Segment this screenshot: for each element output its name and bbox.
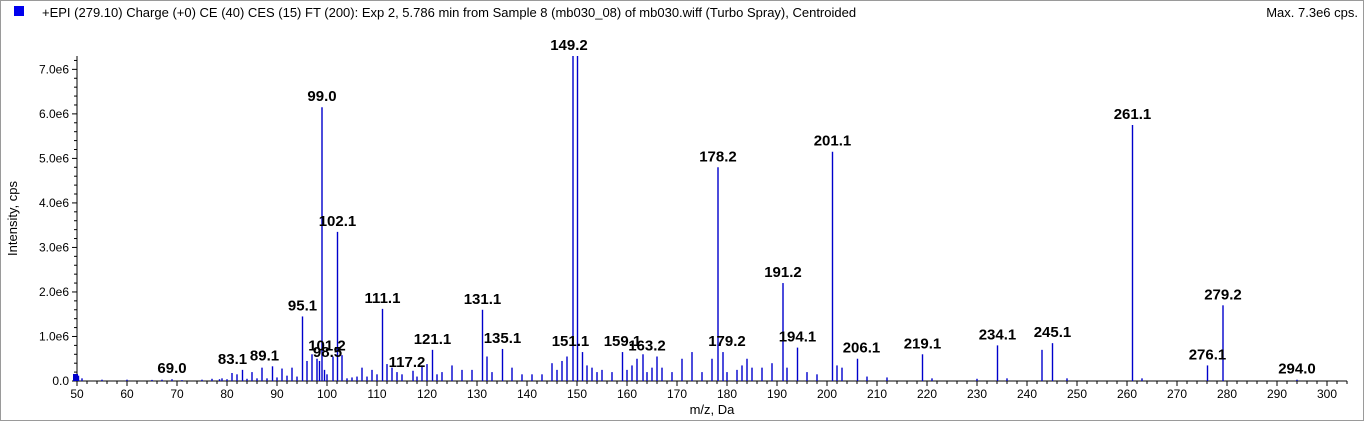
x-tick-label: 80 xyxy=(220,387,234,401)
peaks-layer xyxy=(73,56,1298,381)
peak-label: 201.1 xyxy=(814,133,852,150)
y-tick-label: 3.0e6 xyxy=(39,240,69,254)
peak-label: 276.1 xyxy=(1189,346,1227,363)
peak-label: 163.2 xyxy=(628,337,666,354)
x-tick-label: 260 xyxy=(1117,387,1137,401)
x-tick-label: 70 xyxy=(170,387,184,401)
x-tick-label: 270 xyxy=(1167,387,1187,401)
x-tick-label: 90 xyxy=(270,387,284,401)
peak-label: 83.1 xyxy=(218,351,247,368)
y-tick-label: 0.0 xyxy=(52,374,69,388)
peak-label: 261.1 xyxy=(1114,106,1152,123)
x-tick-label: 60 xyxy=(120,387,134,401)
peak-label: 98.5 xyxy=(313,344,342,361)
x-tick-label: 170 xyxy=(667,387,687,401)
peak-label: 95.1 xyxy=(288,297,317,314)
peak-label: 245.1 xyxy=(1034,324,1072,341)
peak-label: 294.0 xyxy=(1278,361,1316,378)
peak-label: 69.0 xyxy=(157,360,186,377)
x-tick-label: 200 xyxy=(817,387,837,401)
peak-label: 135.1 xyxy=(484,330,522,347)
peak-label: 178.2 xyxy=(699,148,737,165)
x-tick-label: 220 xyxy=(917,387,937,401)
series-swatch[interactable] xyxy=(14,6,24,16)
peak-label: 219.1 xyxy=(904,335,942,352)
y-tick-label: 6.0e6 xyxy=(39,107,69,121)
peak-label: 191.2 xyxy=(764,264,802,281)
y-axis-label: Intensity, cps xyxy=(5,181,20,256)
max-intensity-label: Max. 7.3e6 cps. xyxy=(1266,5,1358,20)
origin-marker xyxy=(73,374,78,381)
x-tick-label: 290 xyxy=(1267,387,1287,401)
peak-label: 234.1 xyxy=(979,326,1017,343)
y-tick-label: 7.0e6 xyxy=(39,62,69,76)
x-tick-label: 250 xyxy=(1067,387,1087,401)
x-tick-label: 240 xyxy=(1017,387,1037,401)
peak-label: 117.2 xyxy=(389,354,426,371)
spectrum-title: +EPI (279.10) Charge (+0) CE (40) CES (1… xyxy=(42,5,857,20)
peak-label: 159.1 xyxy=(604,333,642,350)
peak-label: 111.1 xyxy=(365,290,401,307)
x-tick-label: 130 xyxy=(467,387,487,401)
y-tick-label: 1.0e6 xyxy=(39,329,69,343)
y-tick-label: 2.0e6 xyxy=(39,285,69,299)
x-tick-label: 190 xyxy=(767,387,787,401)
peak-label: 179.2 xyxy=(708,333,746,350)
y-tick-label: 4.0e6 xyxy=(39,196,69,210)
peak-label: 102.1 xyxy=(319,213,357,230)
peak-label: 89.1 xyxy=(250,347,279,364)
peak-labels-layer: 69.0 83.1 89.1 95.1 99.0 101.298.5 102.1 111.1 1… xyxy=(157,37,1315,378)
peak-label: 101.2 xyxy=(308,338,346,355)
peak-label: 121.1 xyxy=(414,331,452,348)
peak-label: 194.1 xyxy=(779,329,817,346)
x-tick-label: 150 xyxy=(567,387,587,401)
x-tick-label: 180 xyxy=(717,387,737,401)
spectrum-header: +EPI (279.10) Charge (+0) CE (40) CES (1… xyxy=(0,0,1364,26)
x-tick-label: 100 xyxy=(317,387,337,401)
peak-label: 151.1 xyxy=(552,333,590,350)
peak-label: 279.2 xyxy=(1204,286,1242,303)
peak-label: 149.2 xyxy=(550,37,588,54)
x-tick-label: 50 xyxy=(70,387,84,401)
x-tick-label: 110 xyxy=(367,387,386,401)
peak-label: 206.1 xyxy=(843,340,881,357)
peak-label: 131.1 xyxy=(464,291,502,308)
x-tick-label: 140 xyxy=(517,387,537,401)
peak-label: 99.0 xyxy=(307,88,336,105)
x-tick-label: 300 xyxy=(1317,387,1337,401)
y-tick-label: 5.0e6 xyxy=(39,151,69,165)
x-tick-label: 120 xyxy=(417,387,437,401)
x-tick-label: 160 xyxy=(617,387,637,401)
x-tick-label: 210 xyxy=(867,387,887,401)
axes-layer: 50 60 70 80 90 100 110 120 130 140 150 160 170 180 190… xyxy=(39,56,1348,401)
x-axis-label: m/z, Da xyxy=(690,402,736,417)
x-tick-label: 230 xyxy=(967,387,987,401)
x-tick-label: 280 xyxy=(1217,387,1237,401)
